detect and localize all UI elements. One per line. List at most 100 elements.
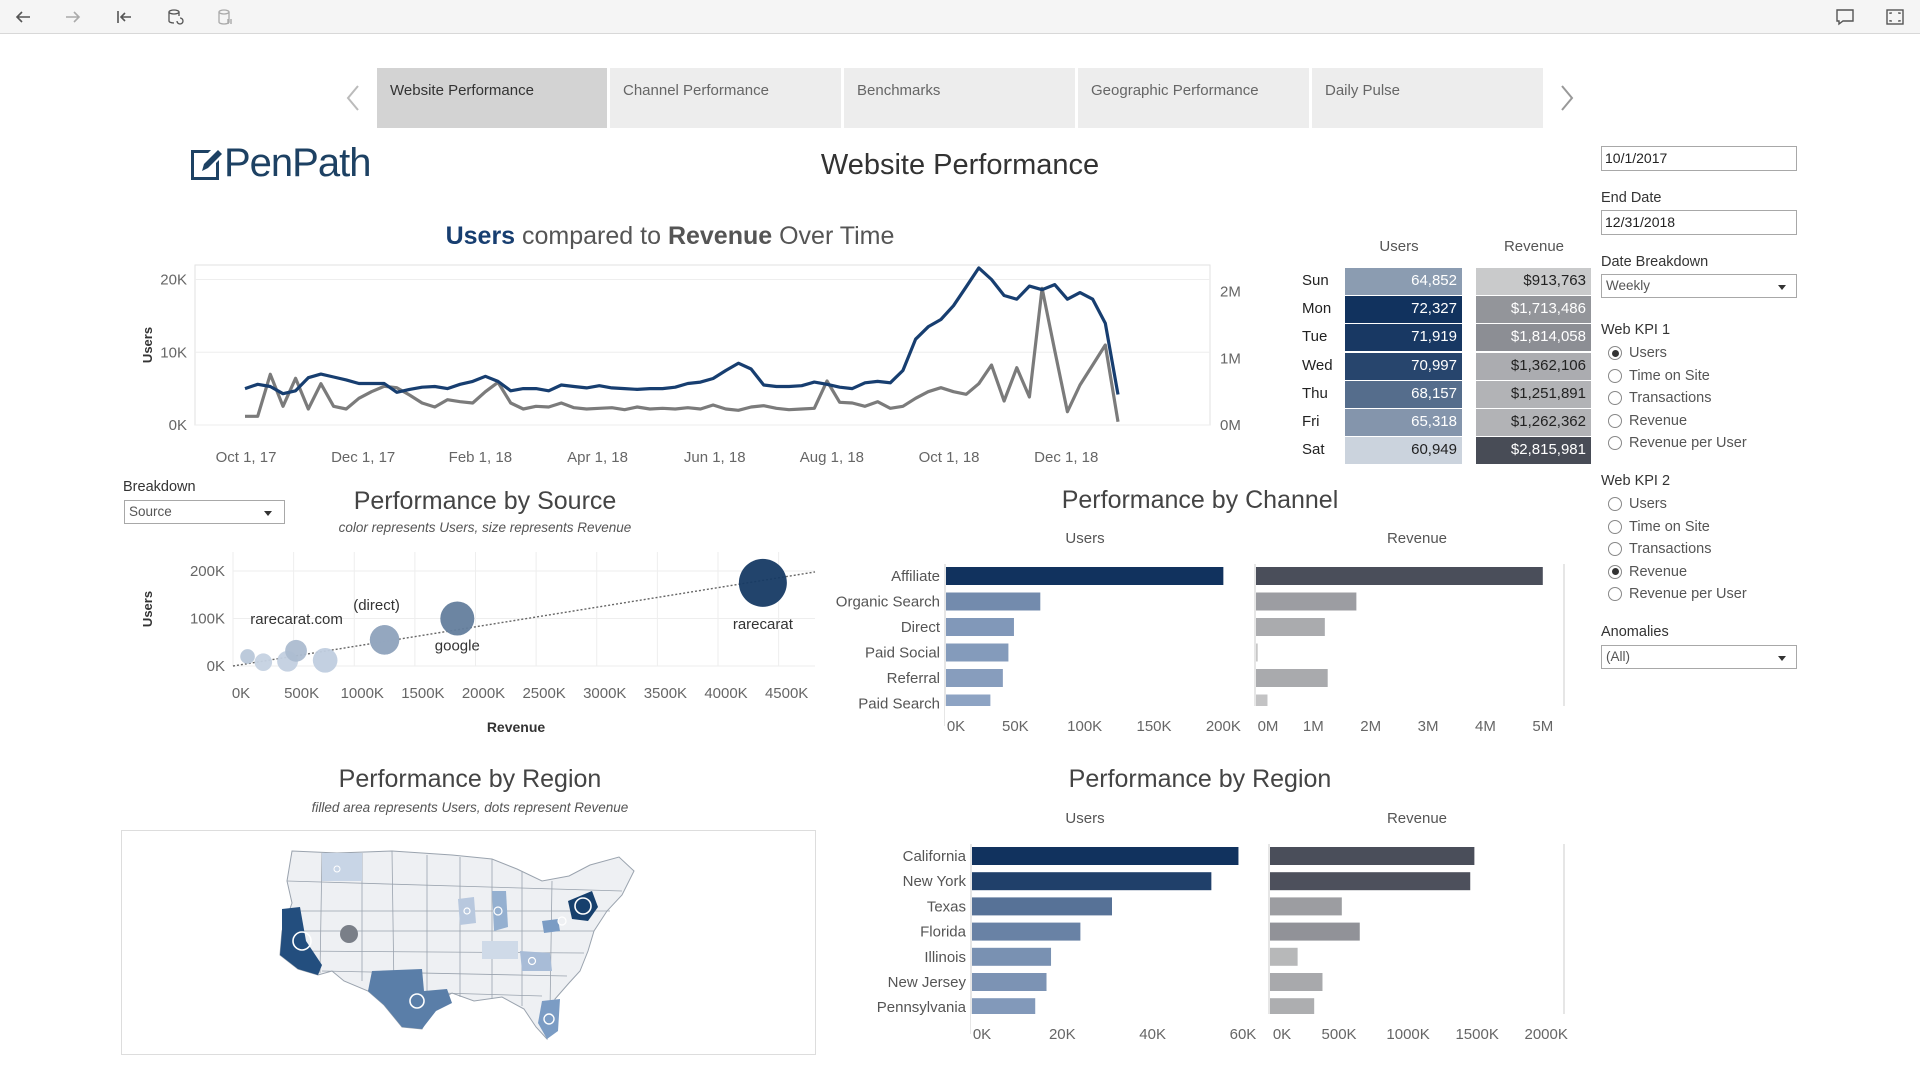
tab-geographic-performance[interactable]: Geographic Performance (1078, 68, 1309, 128)
radio-button[interactable] (1608, 542, 1622, 557)
revenue-bar (1256, 669, 1328, 687)
users-series-line (244, 266, 1120, 396)
radio-button[interactable] (1608, 587, 1622, 602)
comment-icon[interactable] (1832, 4, 1858, 30)
tab-benchmarks[interactable]: Benchmarks (844, 68, 1075, 128)
time-chart-title: Users compared to Revenue Over Time (380, 222, 960, 251)
tab-scroll-right-icon[interactable] (1554, 80, 1578, 116)
x-tick-label: 100K (1067, 718, 1102, 735)
revert-to-start-icon[interactable] (111, 4, 137, 30)
source-scatter-chart[interactable]: 0K 500K 1000K 1500K 2000K 2500K 3000K 3500K 4000… (130, 540, 830, 740)
x-tick-label: 60K (1230, 1026, 1257, 1043)
weekday-label: Wed (1302, 356, 1333, 374)
kpi1-option[interactable]: Transactions (1608, 388, 1711, 408)
title-mid-text: compared to (515, 222, 668, 250)
kpi2-option[interactable]: Transactions (1608, 539, 1711, 559)
fullscreen-icon[interactable] (1882, 4, 1908, 30)
breakdown-label: Breakdown (123, 479, 196, 495)
kpi2-option[interactable]: Users (1608, 494, 1667, 514)
kpi1-option[interactable]: Time on Site (1608, 366, 1710, 386)
users-bar (972, 847, 1239, 865)
y-tick-label: 0K (207, 658, 225, 675)
x-tick-label: Apr 1, 18 (567, 449, 628, 466)
us-map[interactable] (122, 831, 815, 1054)
x-tick-label: 3000K (583, 685, 626, 702)
kpi1-option[interactable]: Revenue (1608, 411, 1687, 431)
source-point (254, 653, 273, 671)
region-bar-chart[interactable]: California New York Texas Florida Illinois Ne… (826, 838, 1586, 1060)
radio-button[interactable] (1608, 413, 1622, 428)
x-tick-label: 1000K (341, 685, 384, 702)
tab-scroll-left-icon[interactable] (342, 80, 366, 116)
revenue-bar (1270, 922, 1360, 941)
bar-category-label: Pennsylvania (877, 999, 967, 1016)
point-label: google (435, 638, 480, 655)
kpi1-option[interactable]: Users (1608, 343, 1667, 363)
radio-button[interactable] (1608, 519, 1622, 534)
breakdown-dropdown[interactable]: Source (124, 500, 285, 524)
radio-button[interactable] (1608, 564, 1622, 579)
date-breakdown-label: Date Breakdown (1601, 254, 1709, 270)
title-revenue-word: Revenue (667, 222, 773, 250)
x-tick-label: 1500K (1455, 1026, 1498, 1043)
weekday-users-cell: 71,919 (1345, 324, 1462, 352)
kpi2-option[interactable]: Revenue (1608, 562, 1687, 582)
forward-arrow-icon[interactable] (60, 4, 86, 30)
kpi2-option[interactable]: Revenue per User (1608, 584, 1747, 604)
axis-mask (971, 1014, 1565, 1044)
weekday-users-cell: 60,949 (1345, 437, 1462, 465)
radio-label: Revenue (1629, 412, 1688, 429)
x-tick-label: 1000K (1386, 1026, 1429, 1043)
channel-bar-chart[interactable]: Affiliate Organic Search Direct Paid Social… (826, 558, 1586, 748)
start-date-field[interactable]: 10/1/2017 (1601, 146, 1797, 171)
weekday-label: Mon (1302, 300, 1332, 318)
tab-daily-pulse[interactable]: Daily Pulse (1312, 68, 1543, 128)
x-tick-label: 4000K (704, 685, 747, 702)
kpi2-label: Web KPI 2 (1601, 473, 1671, 489)
kpi1-option[interactable]: Revenue per User (1608, 433, 1747, 453)
radio-button[interactable] (1608, 391, 1622, 406)
weekday-revenue-cell: $1,251,891 (1476, 380, 1591, 408)
end-date-field[interactable]: 12/31/2018 (1601, 210, 1797, 235)
bar-category-label: Florida (920, 924, 967, 941)
x-tick-label: 4M (1475, 718, 1496, 735)
region-users-header: Users (1065, 810, 1105, 827)
anomalies-dropdown[interactable]: (All) (1601, 645, 1797, 669)
region-bar-title: Performance by Region (1068, 765, 1332, 793)
users-bar (972, 897, 1112, 916)
weekday-users-cell: 70,997 (1345, 352, 1462, 380)
region-map-title: Performance by Region (338, 765, 602, 793)
refresh-data-icon[interactable] (162, 4, 188, 30)
radio-label: Transactions (1629, 541, 1712, 558)
toolbar (0, 0, 1920, 34)
region-map-frame[interactable] (121, 830, 816, 1055)
users-revenue-time-chart[interactable]: 0K 10K 20K 0M 1M 2M Users Revenue Oct 1, 17 Dec 1… (130, 255, 1260, 470)
revenue-bar (1256, 618, 1325, 636)
region-revenue-header: Revenue (1386, 810, 1448, 827)
radio-label: Time on Site (1629, 518, 1710, 535)
radio-button[interactable] (1608, 436, 1622, 451)
radio-button[interactable] (1608, 346, 1622, 360)
revenue-bar (1256, 592, 1357, 611)
radio-button[interactable] (1608, 368, 1622, 383)
back-arrow-icon[interactable] (10, 4, 36, 30)
title-users-word: Users (445, 222, 516, 250)
kpi1-label: Web KPI 1 (1601, 322, 1671, 338)
chevron-down-icon (1778, 285, 1786, 290)
tab-website-performance[interactable]: Website Performance (377, 68, 607, 128)
date-breakdown-dropdown[interactable]: Weekly (1601, 274, 1797, 298)
logo-text: PenPath (224, 141, 371, 185)
bar-category-label: Texas (927, 898, 966, 915)
radio-button[interactable] (1608, 497, 1622, 511)
bar-category-label: Referral (887, 670, 940, 687)
kpi2-option[interactable]: Time on Site (1608, 517, 1710, 537)
source-point (369, 625, 400, 655)
x-tick-label: Dec 1, 17 (331, 449, 395, 466)
x-tick-label: 2M (1360, 718, 1381, 735)
pause-updates-icon[interactable] (212, 4, 238, 30)
point-label: (direct) (353, 597, 400, 614)
x-tick-label: 1500K (401, 685, 444, 702)
tab-channel-performance[interactable]: Channel Performance (610, 68, 841, 128)
x-tick-label: 50K (1002, 718, 1029, 735)
bar-category-label: Affiliate (891, 568, 940, 585)
